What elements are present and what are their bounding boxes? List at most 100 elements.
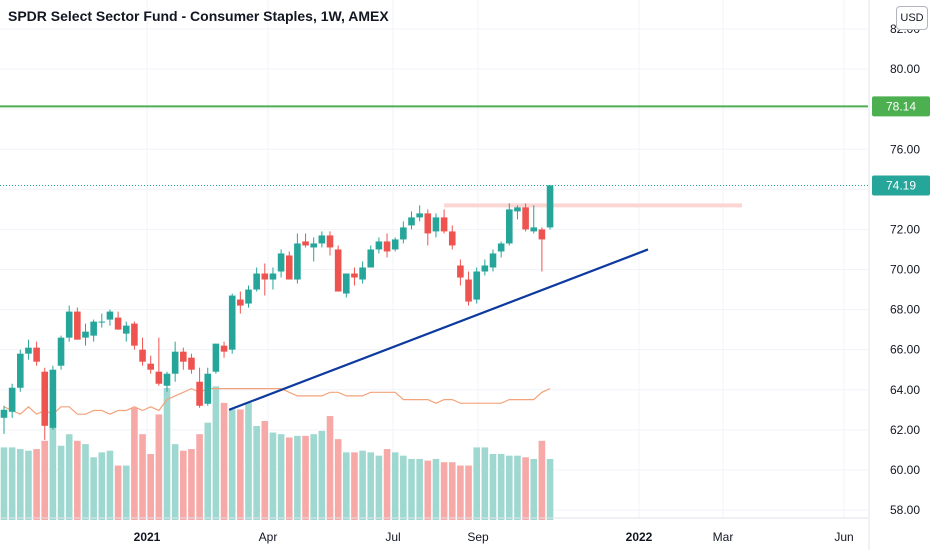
candle-body xyxy=(122,325,130,334)
volume-bar xyxy=(188,449,195,520)
volume-bar xyxy=(171,444,179,520)
candle-body xyxy=(497,243,505,252)
time-tick-label: Jul xyxy=(385,530,400,544)
candle-body xyxy=(171,351,179,374)
candle-body xyxy=(57,337,65,366)
price-axis[interactable]: 58.00 60.00 62.00 64.00 66.00 68.00 70.00 72.00… xyxy=(868,0,932,550)
grid xyxy=(0,0,868,518)
volume-bar xyxy=(17,449,24,520)
volume-bar xyxy=(375,455,383,520)
candle-body xyxy=(33,347,40,362)
candle-body xyxy=(440,217,448,232)
volume-bar xyxy=(465,465,472,520)
volume-bar xyxy=(245,402,252,520)
price-tick-label: 76.00 xyxy=(890,142,920,156)
volume-bar xyxy=(0,447,8,520)
time-tick-label: Mar xyxy=(713,530,734,544)
volume-bar xyxy=(57,445,65,520)
volume-bar xyxy=(74,440,81,520)
candle-body xyxy=(318,235,326,244)
price-tick-label: 70.00 xyxy=(890,263,920,277)
price-tick-label: 68.00 xyxy=(890,303,920,317)
candle-body xyxy=(522,207,529,230)
candle-body xyxy=(74,311,81,340)
volume-bars xyxy=(0,386,554,520)
resistance-price-label: 78.14 xyxy=(886,99,916,113)
candle-body xyxy=(212,343,220,372)
price-tick-label: 58.00 xyxy=(890,503,920,517)
time-tick-label: Apr xyxy=(259,530,278,544)
candle-body xyxy=(131,323,138,346)
price-tick-label: 72.00 xyxy=(890,222,920,236)
volume-bar xyxy=(367,452,375,520)
volume-bar xyxy=(261,421,269,520)
candle-body xyxy=(375,241,383,250)
candle-body xyxy=(457,265,464,278)
volume-bar xyxy=(212,386,220,520)
volume-bar xyxy=(522,457,529,520)
candle-body xyxy=(155,371,163,384)
volume-bar xyxy=(82,444,89,520)
volume-bar xyxy=(391,452,399,520)
volume-bar xyxy=(530,458,538,520)
volume-bar xyxy=(228,409,236,520)
volume-bar xyxy=(155,414,163,520)
volume-bar xyxy=(481,447,489,520)
volume-bar xyxy=(33,449,40,520)
candle-body xyxy=(147,363,154,370)
volume-bar xyxy=(25,450,32,520)
volume-bar xyxy=(237,409,244,520)
volume-bar xyxy=(334,439,342,520)
candle-body xyxy=(489,253,497,268)
volume-bar xyxy=(473,447,480,520)
candle-body xyxy=(106,311,114,320)
candle-body xyxy=(228,295,236,350)
candle-body xyxy=(245,289,252,304)
time-axis[interactable]: 2021 Apr Jul Sep 2022 Mar Jun xyxy=(0,517,868,544)
volume-bar xyxy=(41,440,49,520)
currency-button[interactable]: USD xyxy=(896,6,928,30)
volume-bar xyxy=(180,450,187,520)
volume-bar xyxy=(448,462,456,520)
candle-body xyxy=(359,267,366,280)
volume-bar xyxy=(416,458,423,520)
volume-bar xyxy=(497,454,505,520)
volume-bar xyxy=(294,435,301,520)
candle-body xyxy=(302,241,309,246)
candle-body xyxy=(25,347,32,354)
volume-bar xyxy=(538,440,546,520)
volume-bar xyxy=(98,452,106,520)
price-tick-label: 60.00 xyxy=(890,463,920,477)
candle-body xyxy=(277,253,285,272)
volume-bar xyxy=(277,434,285,520)
volume-bar xyxy=(400,455,407,520)
resistance-zone xyxy=(444,203,742,208)
volume-bar xyxy=(196,434,203,520)
volume-bar xyxy=(432,458,440,520)
candle-body xyxy=(326,235,334,248)
volume-moving-average xyxy=(3,387,551,415)
candle-body xyxy=(180,351,187,362)
candle-body xyxy=(90,321,97,336)
volume-bar xyxy=(326,416,334,520)
candle-body xyxy=(424,213,432,234)
volume-bar xyxy=(65,434,73,520)
candle-body xyxy=(481,265,489,272)
time-tick-label: 2022 xyxy=(626,530,653,544)
price-axis-bg xyxy=(869,0,932,550)
volume-bar xyxy=(351,452,358,520)
candle-body xyxy=(204,373,212,404)
price-tick-label: 66.00 xyxy=(890,343,920,357)
volume-bar xyxy=(8,447,16,520)
candle-body xyxy=(400,227,407,240)
candle-body xyxy=(237,299,244,306)
volume-bar xyxy=(302,435,309,520)
candle-body xyxy=(114,317,122,330)
volume-bar xyxy=(253,425,260,520)
candle-body xyxy=(448,231,456,246)
trendline[interactable] xyxy=(228,248,649,411)
time-tick-label: 2021 xyxy=(134,530,161,544)
volume-bar xyxy=(383,449,391,520)
candle-body xyxy=(163,373,171,386)
